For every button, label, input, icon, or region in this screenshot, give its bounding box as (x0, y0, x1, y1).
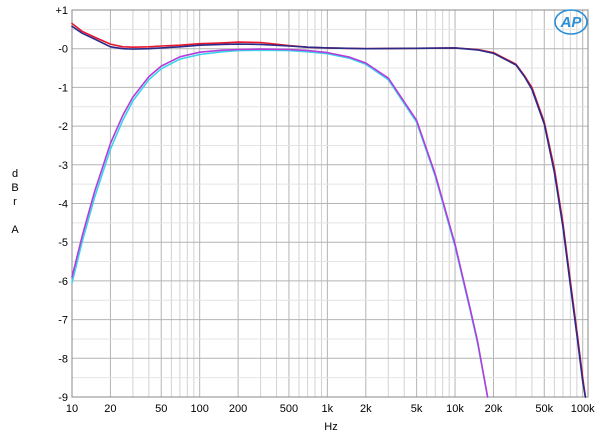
ap-logo-ring (554, 9, 588, 35)
series-group (71, 22, 587, 398)
x-tick-label: 20k (485, 403, 503, 415)
x-axis-label: Hz (324, 421, 337, 433)
y-tick-label: +1 (55, 5, 68, 17)
x-tick-label: 10k (446, 403, 464, 415)
y-axis-label: dBr A (11, 168, 19, 236)
ap-logo-text: AP (560, 14, 583, 31)
x-tick-label: 500 (280, 403, 298, 415)
grid (71, 9, 588, 398)
y-tick-label: -3 (58, 160, 68, 172)
series-line-2 (71, 25, 587, 398)
x-tick-label: 100k (571, 403, 595, 415)
y-axis-label-letter: d (12, 168, 18, 180)
y-tick-label: -2 (58, 121, 68, 133)
series-line-4 (71, 48, 489, 398)
x-tick-label: 2k (360, 403, 372, 415)
x-tick-label: 20 (104, 403, 116, 415)
x-tick-label: 200 (229, 403, 247, 415)
x-tick-label: 10 (66, 403, 78, 415)
y-tick-label: -5 (58, 237, 68, 249)
y-tick-label: -8 (58, 353, 68, 365)
y-tick-labels: +1 -0 -1 -2 -3 -4 -5 -6 -7 -8 -9 (55, 5, 68, 404)
x-tick-label: 1k (322, 403, 334, 415)
x-tick-label: 50 (155, 403, 167, 415)
x-tick-labels: 10 20 50 100 200 500 1k 2k 5k 10k 20k 50k 100k (66, 403, 595, 415)
x-tick-label: 100 (190, 403, 208, 415)
ap-logo: AP (554, 9, 588, 35)
y-tick-label: -9 (58, 392, 68, 404)
y-axis-label-letter: A (11, 224, 19, 236)
plot-frame (71, 9, 589, 398)
y-tick-label: -1 (58, 82, 68, 94)
y-tick-label: -4 (58, 199, 68, 211)
x-tick-label: 50k (535, 403, 553, 415)
y-axis-label-letter: B (11, 182, 18, 194)
y-axis-label-letter: r (13, 196, 17, 208)
x-tick-label: 5k (411, 403, 423, 415)
y-tick-label: -0 (58, 44, 68, 56)
plot-border (71, 9, 589, 398)
y-tick-label: -6 (58, 276, 68, 288)
series-line-3 (71, 49, 489, 398)
y-tick-label: -7 (58, 315, 68, 327)
